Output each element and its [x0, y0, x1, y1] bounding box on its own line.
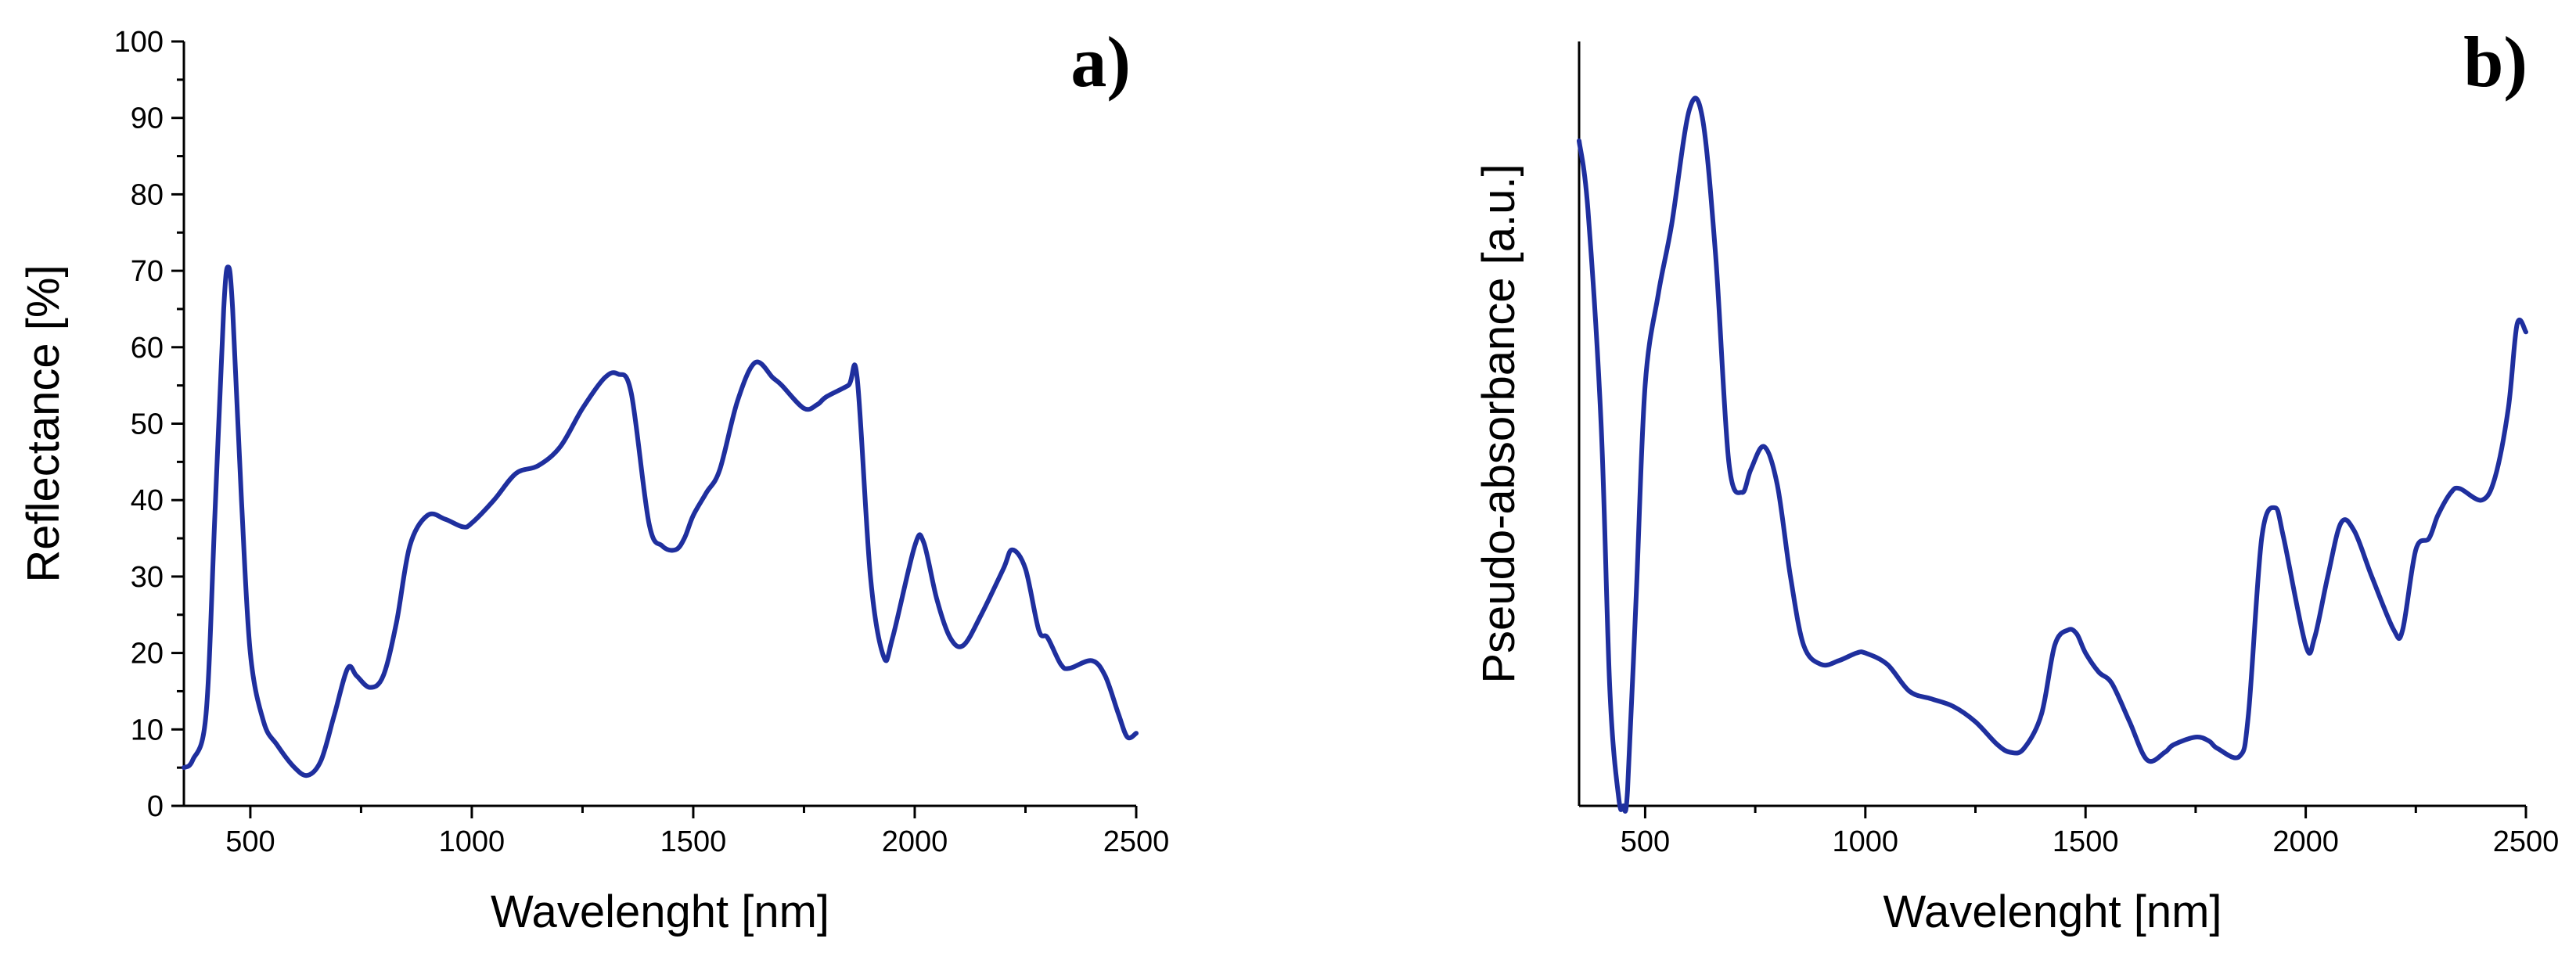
y-axis-title: Pseudo-absorbance [a.u.] [1473, 164, 1524, 683]
x-tick-label: 1500 [660, 825, 727, 858]
series-line [1577, 95, 2528, 814]
x-tick-label: 2000 [882, 825, 948, 858]
y-tick-label: 90 [131, 102, 164, 135]
y-axis-title: Reflectance [%] [18, 264, 69, 582]
panel-label: b) [2463, 22, 2527, 102]
series-line [182, 264, 1139, 778]
chart-panel-b: 500 1000 1500 2000 2500 Wavelenght [nm] Pseudo… [1473, 22, 2559, 937]
y-tick-label: 20 [131, 638, 164, 671]
x-tick-label: 500 [1621, 825, 1670, 858]
x-tick-label: 1000 [1833, 825, 1899, 858]
x-tick-label: 500 [225, 825, 275, 858]
x-tick-label: 2000 [2272, 825, 2339, 858]
chart-panel-a: 500 1000 1500 2000 2500 0 10 20 30 40 50 60 70 80 90 10… [18, 22, 1169, 937]
y-tick-label: 70 [131, 255, 164, 288]
x-axis-title: Wavelenght [nm] [491, 886, 829, 937]
x-tick-label: 2500 [2493, 825, 2560, 858]
y-tick-label: 40 [131, 484, 164, 517]
x-tick-label: 1500 [2053, 825, 2119, 858]
x-tick-label: 2500 [1103, 825, 1170, 858]
x-axis-title: Wavelenght [nm] [1883, 886, 2222, 937]
x-tick-label: 1000 [439, 825, 505, 858]
y-tick-label: 80 [131, 178, 164, 211]
y-tick-label: 50 [131, 408, 164, 441]
y-tick-label: 0 [147, 790, 164, 823]
y-tick-label: 60 [131, 332, 164, 365]
y-tick-label: 100 [114, 26, 164, 59]
panel-label: a) [1070, 22, 1131, 102]
y-tick-label: 30 [131, 561, 164, 594]
y-tick-label: 10 [131, 714, 164, 746]
